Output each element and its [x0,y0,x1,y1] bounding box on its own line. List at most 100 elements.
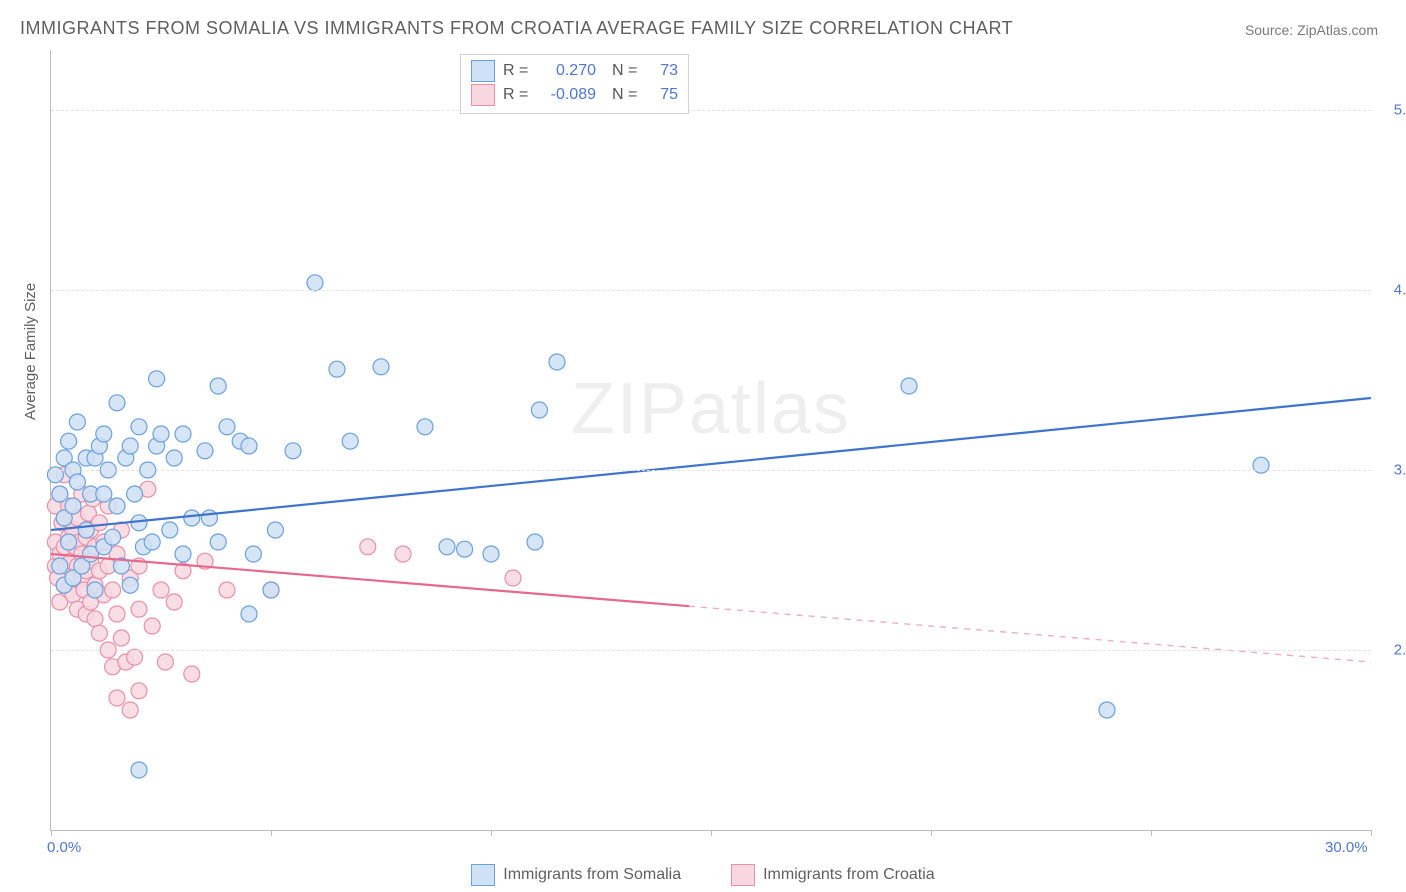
data-point [417,419,433,435]
data-point [329,361,345,377]
legend-label: Immigrants from Croatia [763,866,935,884]
data-point [78,522,94,538]
data-point [166,594,182,610]
legend-swatch [471,84,495,106]
data-point [360,539,376,555]
data-point [122,438,138,454]
data-point [307,275,323,291]
data-point [131,683,147,699]
legend-r-value: -0.089 [541,83,596,107]
y-axis-title: Average Family Size [22,283,39,420]
data-point [127,649,143,665]
legend-n-label: N = [612,59,642,83]
data-point [122,702,138,718]
data-point [96,486,112,502]
plot-svg [51,50,1371,830]
legend-label: Immigrants from Somalia [503,866,681,884]
data-point [153,426,169,442]
data-point [52,486,68,502]
data-point [241,606,257,622]
data-point [87,582,103,598]
legend-n-value: 73 [650,59,678,83]
data-point [175,546,191,562]
data-point [105,582,121,598]
data-point [69,414,85,430]
data-point [162,522,178,538]
y-tick-label: 4.25 [1394,282,1406,299]
data-point [184,510,200,526]
x-tick-mark [1371,830,1372,836]
data-point [149,371,165,387]
data-point [69,474,85,490]
legend-item: Immigrants from Croatia [731,864,935,886]
data-point [166,450,182,466]
data-point [113,630,129,646]
data-point [267,522,283,538]
data-point [210,534,226,550]
data-point [549,354,565,370]
data-point [52,558,68,574]
data-point [109,498,125,514]
trend-line [51,398,1371,530]
legend-r-value: 0.270 [541,59,596,83]
legend-r-label: R = [503,83,533,107]
data-point [219,419,235,435]
y-tick-label: 2.75 [1394,642,1406,659]
data-point [505,570,521,586]
legend-row: R = 0.270 N = 73 [471,59,678,83]
data-point [197,443,213,459]
trend-line-extrapolated [689,606,1371,662]
chart-title: IMMIGRANTS FROM SOMALIA VS IMMIGRANTS FR… [20,18,1013,39]
series-legend: Immigrants from Somalia Immigrants from C… [0,864,1406,886]
x-tick-mark [491,830,492,836]
correlation-legend: R = 0.270 N = 73 R = -0.089 N = 75 [460,54,689,114]
data-point [210,378,226,394]
data-point [91,625,107,641]
data-point [527,534,543,550]
data-point [131,419,147,435]
data-point [175,426,191,442]
data-point [285,443,301,459]
y-tick-label: 5.00 [1394,102,1406,119]
data-point [241,438,257,454]
plot-area: ZIPatlas 2.753.504.255.000.0%30.0% [50,50,1371,831]
data-point [131,762,147,778]
legend-n-value: 75 [650,83,678,107]
legend-r-label: R = [503,59,533,83]
legend-swatch [471,60,495,82]
data-point [457,541,473,557]
x-tick-label: 30.0% [1325,839,1368,856]
data-point [87,611,103,627]
data-point [109,606,125,622]
legend-n-label: N = [612,83,642,107]
data-point [201,510,217,526]
data-point [144,618,160,634]
data-point [157,654,173,670]
x-tick-mark [711,830,712,836]
x-tick-mark [271,830,272,836]
source-attribution: Source: ZipAtlas.com [1245,22,1378,38]
data-point [127,486,143,502]
data-point [342,433,358,449]
data-point [1099,702,1115,718]
trend-line [51,554,689,606]
data-point [245,546,261,562]
data-point [131,601,147,617]
data-point [395,546,411,562]
data-point [105,529,121,545]
data-point [61,534,77,550]
gridline [51,470,1371,471]
data-point [483,546,499,562]
data-point [96,426,112,442]
legend-swatch [731,864,755,886]
x-tick-mark [51,830,52,836]
data-point [144,534,160,550]
data-point [153,582,169,598]
data-point [122,577,138,593]
gridline [51,650,1371,651]
gridline [51,290,1371,291]
data-point [184,666,200,682]
legend-row: R = -0.089 N = 75 [471,83,678,107]
data-point [109,690,125,706]
data-point [263,582,279,598]
